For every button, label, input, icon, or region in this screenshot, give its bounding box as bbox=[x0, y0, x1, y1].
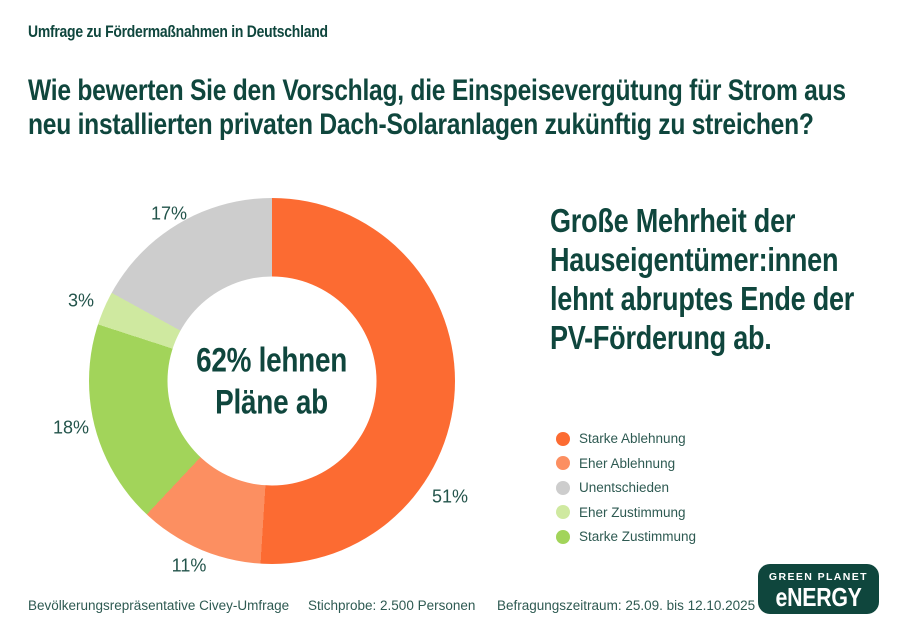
legend-label: Eher Zustimmung bbox=[579, 504, 686, 520]
legend-dot-icon bbox=[556, 529, 570, 544]
page-eyebrow: Umfrage zu Fördermaßnahmen in Deutschlan… bbox=[28, 22, 394, 42]
legend-item-starke-zustimmung: Starke Zustimmung bbox=[556, 529, 696, 544]
segment-percent-eher-zustimmung: 3% bbox=[67, 290, 95, 311]
donut-center-label: 62% lehnen Pläne ab bbox=[197, 339, 348, 423]
legend-label: Eher Ablehnung bbox=[579, 455, 676, 471]
legend-label: Starke Ablehnung bbox=[579, 431, 686, 446]
green-planet-energy-logo: GREEN PLANET eNERGY bbox=[757, 564, 879, 614]
legend-dot-icon bbox=[556, 431, 570, 446]
footer-survey-period: Befragungszeitraum: 25.09. bis 12.10.202… bbox=[497, 598, 756, 613]
legend-item-eher-ablehnung: Eher Ablehnung bbox=[556, 456, 696, 471]
key-message-line4: PV-Förderung ab. bbox=[550, 319, 772, 356]
legend-dot-icon bbox=[556, 480, 570, 495]
footer-sample-size: Stichprobe: 2.500 Personen bbox=[308, 598, 476, 613]
logo-line1: GREEN PLANET bbox=[768, 571, 868, 583]
key-message-line3: lehnt abruptes Ende der bbox=[550, 280, 855, 317]
logo-line2: eNERGY bbox=[775, 582, 862, 612]
key-message-line2: Hauseigentümer:innen bbox=[550, 241, 839, 278]
legend-label: Unentschieden bbox=[579, 480, 670, 495]
key-message-line1: Große Mehrheit der bbox=[550, 202, 796, 239]
footer-survey-source: Bevölkerungsrepräsentative Civey-Umfrage bbox=[28, 598, 290, 613]
legend-item-unentschieden: Unentschieden bbox=[556, 480, 696, 495]
segment-percent-starke-zustimmung: 18% bbox=[52, 417, 90, 438]
segment-percent-starke-ablehnung: 51% bbox=[431, 486, 469, 507]
donut-hole: 62% lehnen Pläne ab bbox=[167, 276, 377, 486]
page-title-line1: Wie bewerten Sie den Vorschlag, die Eins… bbox=[28, 74, 846, 107]
segment-percent-eher-ablehnung: 11% bbox=[171, 555, 207, 576]
legend-label: Starke Zustimmung bbox=[579, 529, 697, 544]
donut-center-label-line2: Pläne ab bbox=[215, 383, 329, 421]
segment-percent-unentschieden: 17% bbox=[150, 203, 188, 224]
legend-dot-icon bbox=[556, 505, 570, 519]
chart-legend: Starke Ablehnung Eher Ablehnung Unentsch… bbox=[556, 431, 696, 554]
page-eyebrow-text: Umfrage zu Fördermaßnahmen in Deutschlan… bbox=[28, 22, 328, 41]
legend-item-starke-ablehnung: Starke Ablehnung bbox=[556, 431, 696, 446]
key-message: Große Mehrheit der Hauseigentümer:innen … bbox=[550, 201, 900, 357]
page-title: Wie bewerten Sie den Vorschlag, die Eins… bbox=[28, 74, 900, 142]
legend-item-eher-zustimmung: Eher Zustimmung bbox=[556, 505, 696, 520]
donut-chart: 62% lehnen Pläne ab bbox=[89, 198, 455, 564]
page-title-line2: neu installierten privaten Dach-Solaranl… bbox=[28, 108, 814, 141]
donut-center-label-line1: 62% lehnen bbox=[196, 341, 348, 379]
legend-dot-icon bbox=[556, 456, 570, 470]
